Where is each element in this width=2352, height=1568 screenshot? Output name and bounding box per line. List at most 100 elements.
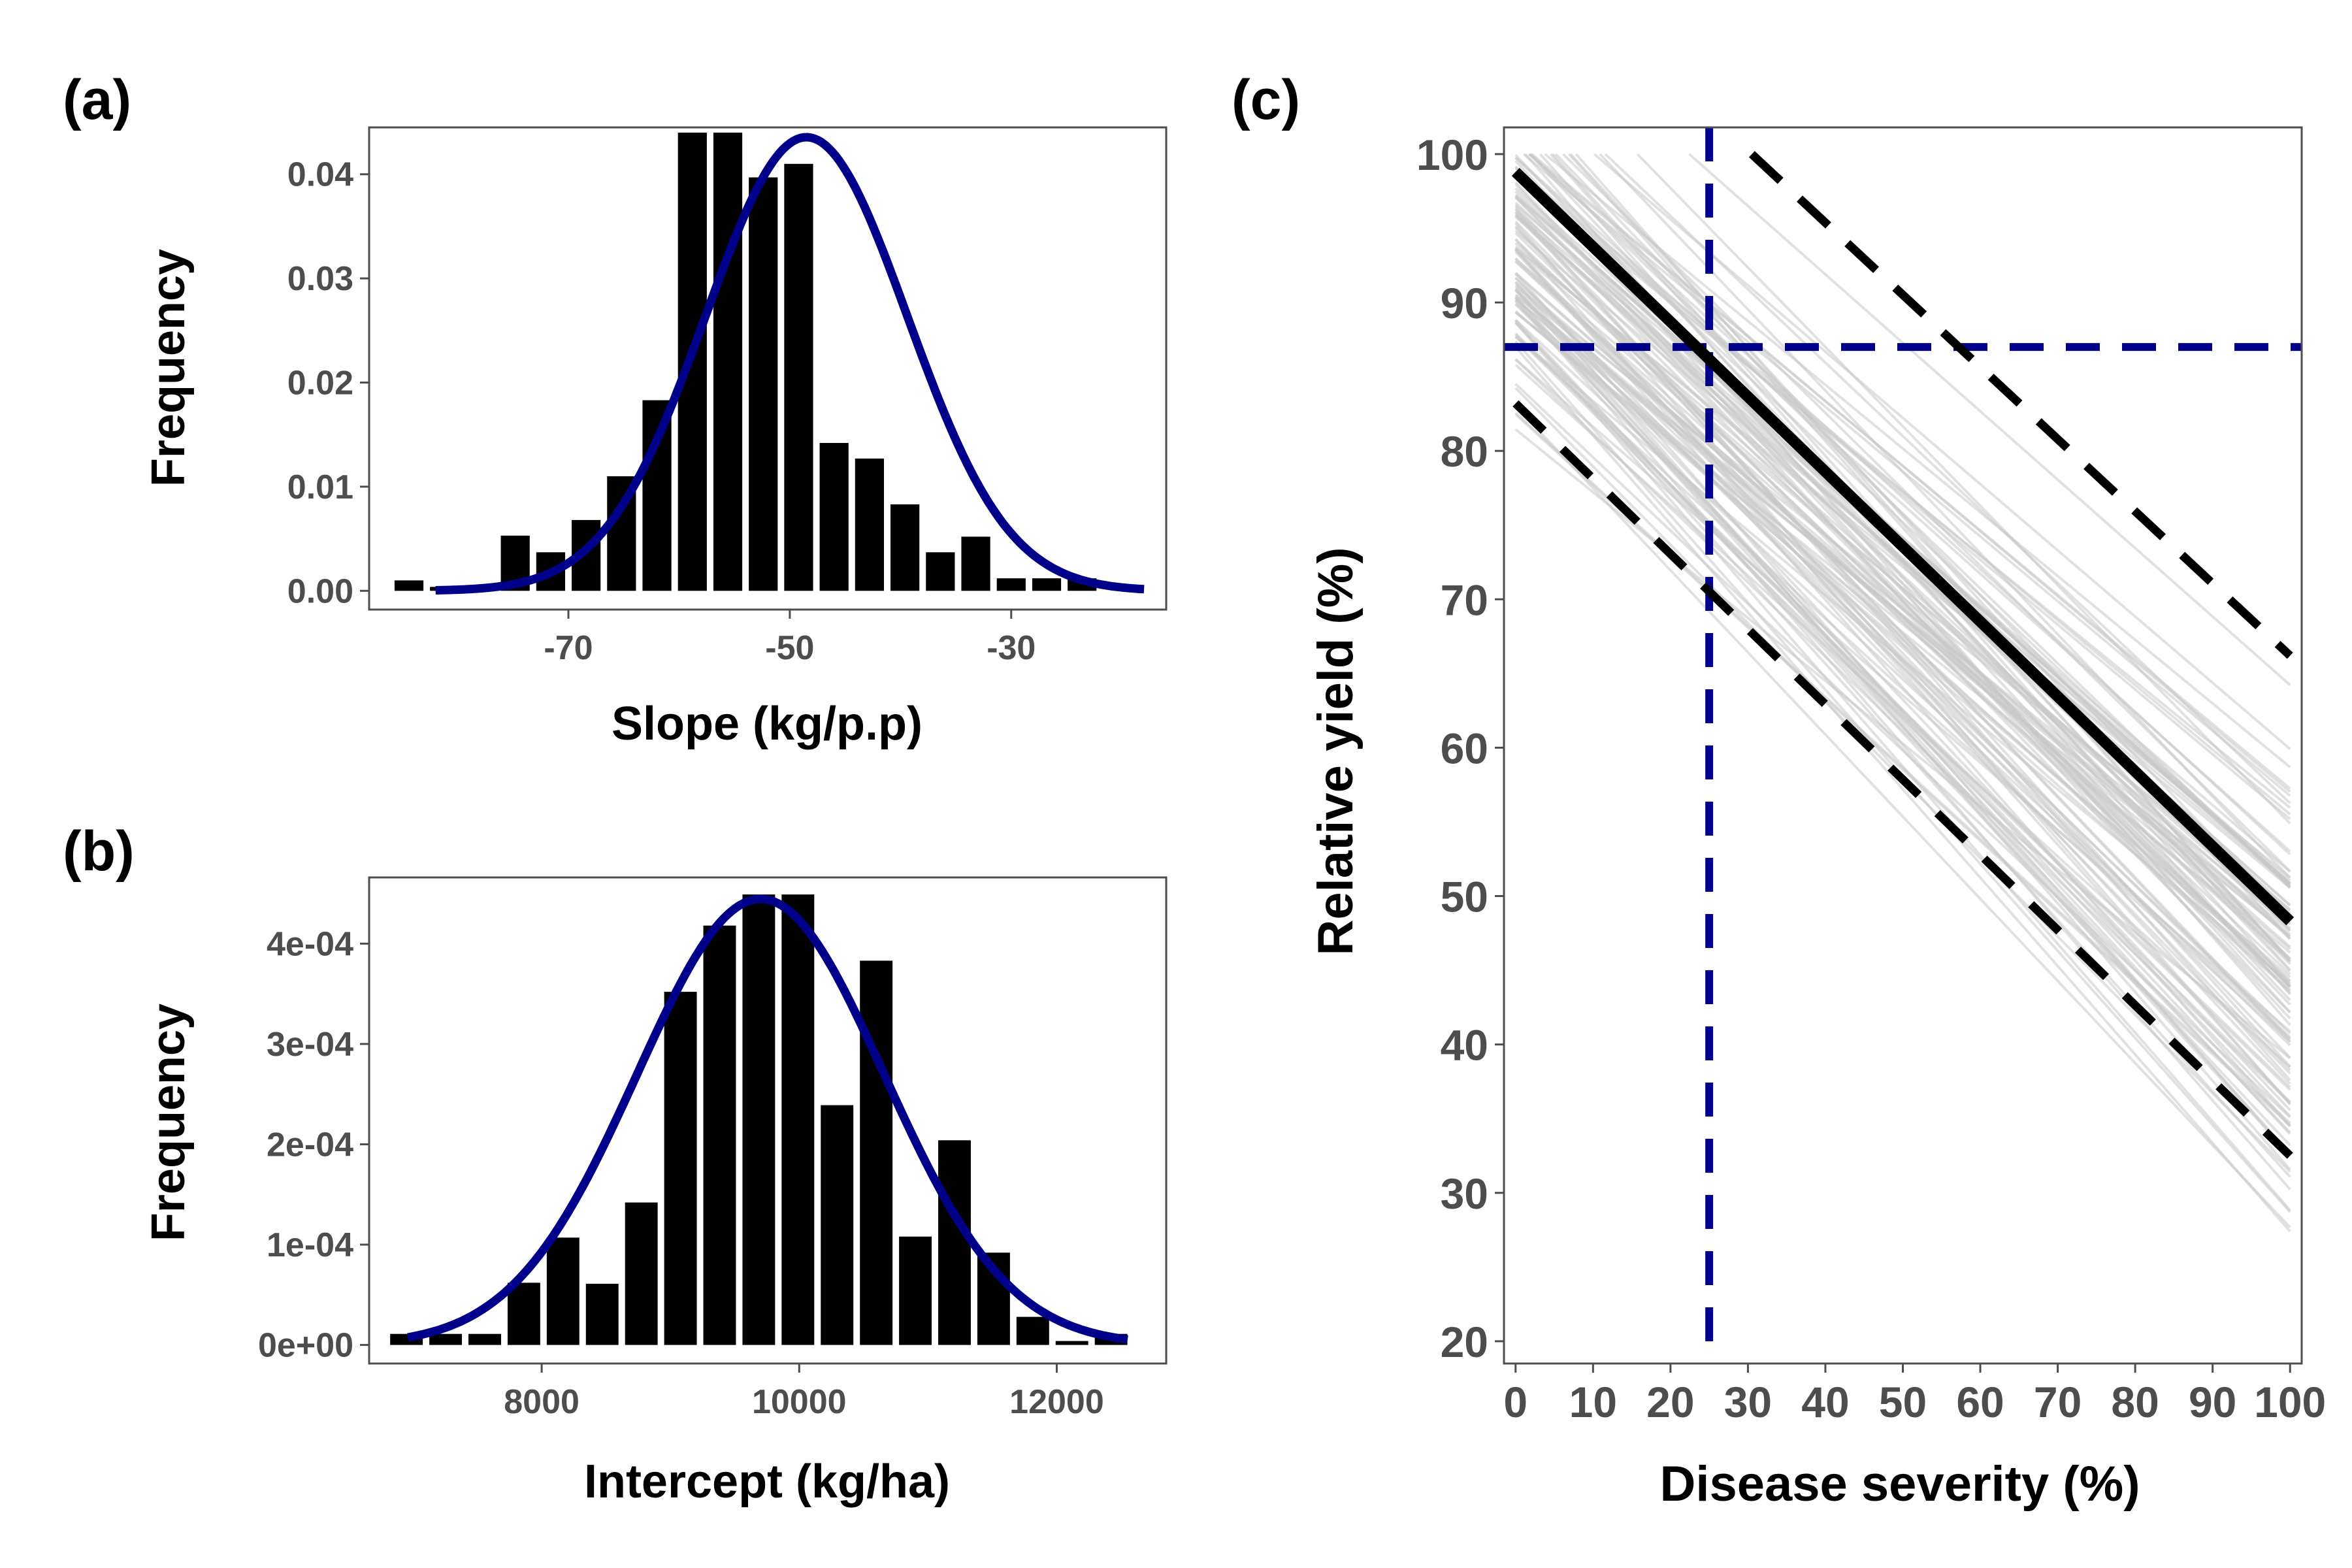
x-tick-label: 10: [1569, 1378, 1617, 1426]
x-tick-label: 0: [1503, 1378, 1527, 1426]
panel-b-intercept-histogram: (b) 8000 10000 12000 0e+00 1e-04 2e-04 3e-04 4e…: [63, 820, 1168, 1508]
x-tick-label: 12000: [1009, 1383, 1104, 1421]
panel-c-data: [1504, 127, 2302, 1364]
simulated-line: [1514, 303, 2291, 992]
y-tick-label: 80: [1441, 427, 1488, 476]
histogram-bar: [860, 960, 893, 1345]
simulated-line: [1554, 153, 2291, 918]
confidence-line-upper: [1748, 151, 2293, 659]
x-tick-label: 10000: [752, 1383, 847, 1421]
panel-b-y-axis-title: Frequency: [142, 1004, 195, 1241]
panel-c-axes: 0 10 20 30 40 50 60 70 80 90 100 20 30 40 50 60 70 80 90 10…: [1416, 126, 2326, 1426]
panel-c-yield-loss-lines: (c) 0 10 20 30 40 50 60 70 80 90 100 20 30 40 50 60 70 80…: [1232, 69, 2326, 1512]
x-tick-label: -70: [544, 629, 593, 667]
simulated-line: [1522, 153, 2291, 797]
x-tick-label: 8000: [504, 1383, 580, 1421]
histogram-bar: [642, 400, 672, 591]
panel-a-axes: -70 -50 -30 0.00 0.01 0.02 0.03 0.04: [287, 126, 1168, 667]
panel-a-data: [394, 132, 1145, 595]
x-tick-label: 40: [1801, 1378, 1849, 1426]
x-tick-label: 100: [2254, 1378, 2326, 1426]
simulated-line: [1514, 183, 2291, 1020]
x-tick-label: 50: [1879, 1378, 1927, 1426]
simulated-line: [1527, 153, 2291, 790]
x-tick-label: 90: [2189, 1378, 2236, 1426]
x-tick-label: -50: [765, 629, 814, 667]
y-tick-label: 0.01: [287, 468, 353, 506]
x-tick-label: 20: [1646, 1378, 1694, 1426]
x-tick-label: 80: [2111, 1378, 2159, 1426]
simulated-line: [1514, 289, 2291, 1154]
simulated-line: [1514, 297, 2291, 983]
simulated-line: [1514, 246, 2291, 879]
histogram-bar: [899, 1236, 932, 1345]
histogram-bar: [1016, 1316, 1049, 1345]
x-tick-label: 70: [2034, 1378, 2082, 1426]
simulated-line: [1688, 153, 2291, 686]
histogram-bar: [1055, 1341, 1088, 1345]
panel-a-tag: (a): [63, 69, 131, 131]
panel-b-data: [390, 894, 1128, 1345]
simulated-line: [1514, 320, 2291, 1178]
y-tick-label: 1e-04: [267, 1226, 353, 1264]
simulated-line: [1514, 276, 2291, 1075]
simulated-line: [1514, 405, 2291, 1228]
simulated-line: [1514, 283, 2291, 991]
histogram-bar: [890, 504, 920, 591]
histogram-bar: [819, 442, 849, 591]
simulated-line: [1514, 358, 2291, 1104]
y-tick-label: 40: [1441, 1021, 1488, 1070]
panel-c-tag: (c): [1232, 69, 1300, 131]
panel-c-y-axis-title: Relative yield (%): [1308, 547, 1364, 955]
simulated-line: [1514, 225, 2291, 1043]
simulated-line: [1514, 289, 2291, 1035]
panel-b-tag: (b): [63, 820, 135, 883]
histogram-bar: [625, 1202, 658, 1345]
y-tick-label: 30: [1441, 1169, 1488, 1218]
y-tick-label: 0.03: [287, 260, 353, 298]
simulated-line: [1514, 333, 2291, 1091]
histogram-bar: [664, 992, 697, 1345]
simulated-line: [1514, 280, 2291, 1171]
histogram-bar: [546, 1237, 580, 1345]
panel-c-x-axis-title: Disease severity (%): [1659, 1456, 2140, 1512]
normal-fit-curve: [434, 133, 1145, 595]
histogram-bar: [855, 458, 884, 591]
histogram-bar: [742, 894, 776, 1345]
simulated-line: [1514, 299, 2291, 1190]
panel-a-slope-histogram: (a) -70 -50 -30 0.00 0.01 0.02 0.03 0.04 Slope …: [63, 69, 1168, 750]
plot-frame: [368, 126, 1168, 611]
histogram-bar: [938, 1140, 971, 1345]
simulated-line: [1514, 181, 2291, 1002]
y-tick-label: 0e+00: [258, 1327, 353, 1365]
histogram-bar: [703, 925, 736, 1345]
y-tick-label: 60: [1441, 724, 1488, 772]
simulated-line: [1514, 300, 2291, 1135]
y-tick-label: 3e-04: [267, 1026, 353, 1064]
histogram-bar: [926, 552, 955, 591]
simulated-line: [1514, 413, 2291, 1126]
histogram-bar: [585, 1283, 619, 1345]
histogram-bar: [781, 894, 815, 1345]
x-tick-label: 30: [1724, 1378, 1772, 1426]
y-tick-label: 0.00: [287, 572, 353, 610]
panel-a-y-axis-title: Frequency: [142, 249, 195, 487]
histogram-bar: [468, 1333, 501, 1345]
y-tick-label: 4e-04: [267, 925, 353, 963]
plot-frame: [368, 876, 1168, 1365]
simulated-line: [1636, 153, 2291, 825]
panel-b-x-axis-title: Intercept (kg/ha): [584, 1456, 950, 1508]
y-tick-label: 0.04: [287, 156, 353, 194]
panel-b-plot-area: [390, 894, 1128, 1345]
simulated-line: [1514, 358, 2291, 1033]
mean-regression-line: [1511, 168, 2295, 926]
y-tick-label: 70: [1441, 576, 1488, 624]
panel-a-plot-area: [394, 132, 1145, 595]
histogram-bar: [821, 1105, 854, 1345]
simulated-line: [1514, 170, 2291, 821]
y-tick-label: 20: [1441, 1318, 1488, 1366]
histogram-bar: [713, 132, 743, 591]
simulated-line: [1514, 346, 2291, 1233]
y-tick-label: 0.02: [287, 365, 353, 402]
